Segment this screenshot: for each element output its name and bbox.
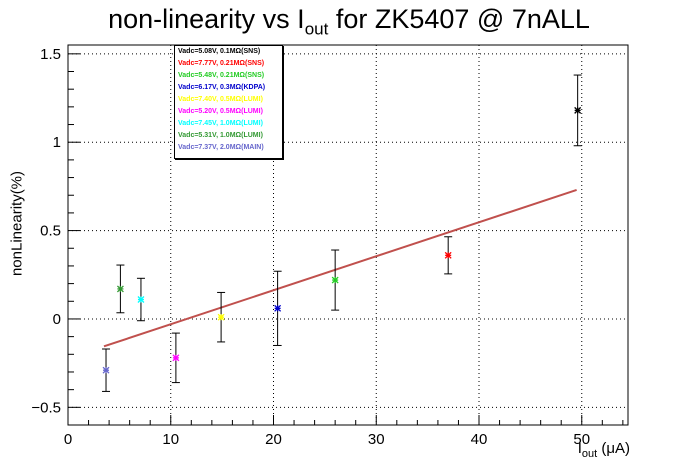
x-tick-label: 20 <box>265 431 282 448</box>
legend-entry: Vadc=5.08V, 0.1MΩ(SNS) <box>178 48 261 55</box>
legend-entry: Vadc=5.20V, 0.5MΩ(LUMI) <box>178 108 263 115</box>
legend-entry: Vadc=6.17V, 0.3MΩ(KDPA) <box>178 84 266 91</box>
x-tick-label: 0 <box>64 431 72 448</box>
legend-entry: Vadc=7.77V, 0.21MΩ(SNS) <box>178 60 265 67</box>
y-tick-label: 1.5 <box>40 46 61 63</box>
legend-entry: Vadc=7.40V, 0.5MΩ(LUMI) <box>178 96 263 103</box>
chart-title: non-linearity vs Iout for ZK5407 @ 7nALL <box>108 4 590 39</box>
data-point <box>574 106 582 114</box>
y-tick-label: −0.5 <box>31 399 61 416</box>
x-tick-label: 50 <box>573 431 590 448</box>
legend-entry: Vadc=7.45V, 1.0MΩ(LUMI) <box>178 120 263 127</box>
y-tick-label: 0 <box>53 311 61 328</box>
legend-entry: Vadc=7.37V, 2.0MΩ(MAIN) <box>178 144 264 151</box>
x-axis-label: Iout (μA) <box>577 440 630 460</box>
fit-line <box>103 188 577 348</box>
y-tick-label: 1 <box>53 134 61 151</box>
data-point <box>444 251 452 259</box>
data-point <box>217 313 225 321</box>
legend: Vadc=5.08V, 0.1MΩ(SNS) Vadc=7.77V, 0.21MΩ… <box>174 45 283 159</box>
data-point <box>102 366 110 374</box>
data-point <box>137 296 145 303</box>
legend-entry: Vadc=5.48V, 0.21MΩ(SNS) <box>178 72 265 79</box>
data-point <box>274 304 282 312</box>
data-point <box>331 276 339 284</box>
legend-entry: Vadc=5.31V, 1.0MΩ(LUMI) <box>178 132 263 139</box>
data-point <box>172 354 180 362</box>
x-tick-label: 10 <box>162 431 179 448</box>
plot-frame <box>67 44 629 426</box>
x-tick-label: 30 <box>368 431 385 448</box>
y-tick-label: 0.5 <box>40 223 61 240</box>
data-point <box>116 285 124 293</box>
x-tick-label: 40 <box>471 431 488 448</box>
